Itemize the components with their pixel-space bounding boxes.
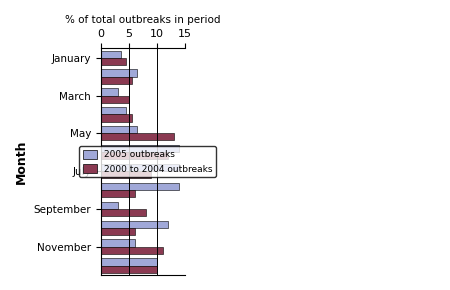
Bar bbox=[101, 240, 135, 247]
Bar bbox=[101, 258, 157, 266]
Bar bbox=[101, 50, 121, 58]
Y-axis label: Month: Month bbox=[15, 139, 28, 184]
Bar bbox=[101, 183, 180, 190]
Bar bbox=[101, 190, 135, 197]
Bar bbox=[101, 107, 126, 115]
Bar bbox=[101, 115, 132, 122]
Bar bbox=[101, 58, 126, 65]
Bar bbox=[101, 164, 180, 171]
Bar bbox=[101, 69, 137, 77]
Bar bbox=[101, 126, 137, 133]
Bar bbox=[101, 209, 146, 216]
Bar bbox=[101, 88, 118, 95]
Bar bbox=[101, 202, 118, 209]
Bar bbox=[101, 221, 168, 228]
Bar bbox=[101, 145, 180, 152]
Legend: 2005 outbreaks, 2000 to 2004 outbreaks: 2005 outbreaks, 2000 to 2004 outbreaks bbox=[79, 146, 216, 177]
Bar bbox=[101, 95, 129, 103]
X-axis label: % of total outbreaks in period: % of total outbreaks in period bbox=[65, 15, 220, 25]
Bar bbox=[101, 152, 168, 160]
Bar bbox=[101, 266, 157, 273]
Bar bbox=[101, 171, 151, 178]
Bar bbox=[101, 133, 174, 140]
Bar bbox=[101, 77, 132, 84]
Bar bbox=[101, 247, 162, 254]
Bar bbox=[101, 228, 135, 235]
